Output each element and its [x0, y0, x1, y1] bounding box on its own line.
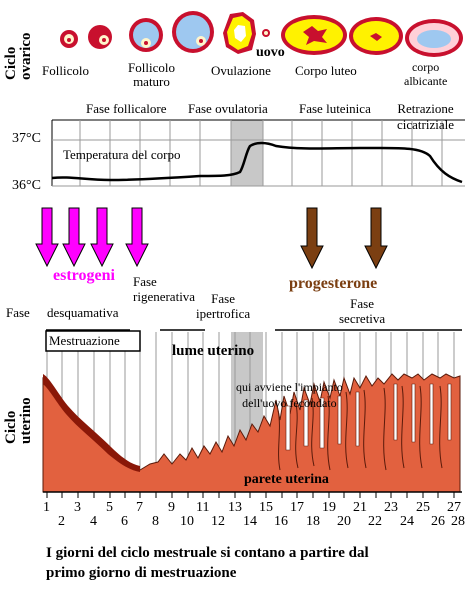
- mestruazione-label: Mestruazione: [49, 333, 120, 348]
- caption: I giorni del ciclo mestruale si contano …: [46, 543, 369, 583]
- day-26: 26: [431, 514, 445, 529]
- phase-secretiva: Fase secretiva: [339, 296, 385, 326]
- phase-fase-word: Fase: [6, 305, 30, 320]
- day-19: 19: [322, 500, 336, 515]
- follicolo-maturo-line1: Follicolo: [128, 60, 175, 75]
- day-22: 22: [368, 514, 382, 529]
- estrogen-label: estrogeni: [53, 267, 115, 284]
- ovary-stage-icons: [60, 11, 463, 57]
- label-uovo: uovo: [256, 45, 285, 60]
- progesterone-label: progesterone: [289, 275, 378, 292]
- day-13: 13: [228, 500, 242, 515]
- day-9: 9: [168, 500, 175, 515]
- label-corpo-luteo: Corpo luteo: [295, 63, 357, 78]
- retrazione-line1: Retrazione: [397, 101, 454, 116]
- phase-rigenerativa: Fase rigenerativa: [133, 274, 195, 304]
- day-1: 1: [43, 500, 50, 515]
- day-15: 15: [259, 500, 273, 515]
- temp-tick-37: 37°C: [12, 131, 41, 146]
- temp-tick-36: 36°C: [12, 178, 41, 193]
- label-follicolo-maturo: Follicolo maturo: [128, 61, 175, 89]
- day-18: 18: [306, 514, 320, 529]
- caption-line1: I giorni del ciclo mestruale si contano …: [46, 545, 369, 561]
- corpo-albicante-line2: albicante: [404, 74, 448, 88]
- retrazione-line2: cicatriziale: [397, 117, 455, 132]
- uterine-cycle-label: Ciclo uterino: [3, 397, 34, 444]
- day-5: 5: [106, 500, 113, 515]
- day-6: 6: [121, 514, 128, 529]
- rigenerativa-line1: Fase: [133, 274, 157, 289]
- uterine-label-line2: uterino: [18, 397, 34, 444]
- day-21: 21: [353, 500, 367, 515]
- day-3: 3: [74, 500, 81, 515]
- day-7: 7: [136, 500, 143, 515]
- ovarian-label-line2: ovarico: [18, 32, 34, 80]
- day-20: 20: [337, 514, 351, 529]
- ipertrofica-line2: ipertrofica: [196, 306, 251, 321]
- secretiva-line2: secretiva: [339, 311, 386, 326]
- endometrium-vessels: [277, 385, 443, 471]
- impianto-line2: dell'uovo fecondato: [242, 396, 337, 410]
- ovarian-cycle-label: Ciclo ovarico: [3, 32, 34, 80]
- corpo-albicante-line1: corpo: [411, 60, 440, 74]
- day-2: 2: [58, 514, 65, 529]
- glands: [285, 383, 452, 451]
- uterine-chart: [42, 332, 462, 498]
- day-10: 10: [180, 514, 194, 529]
- phase-ovulatoria: Fase ovulatoria: [188, 101, 268, 116]
- day-14: 14: [243, 514, 257, 529]
- phase-luteinica: Fase luteinica: [299, 101, 371, 116]
- rigenerativa-line2: rigenerativa: [133, 289, 196, 304]
- caption-line2: primo giorno di mestruazione: [46, 565, 237, 581]
- impianto-label: qui avviene l'impianto dell'uovo feconda…: [236, 379, 343, 411]
- mestruazione-box: [45, 330, 141, 352]
- day-8: 8: [152, 514, 159, 529]
- lume-label: lume uterino: [172, 343, 255, 359]
- label-corpo-albicante: corpo albicante: [404, 60, 447, 88]
- phase-follicolare: Fase follicalore: [86, 101, 167, 116]
- day-23: 23: [384, 500, 398, 515]
- label-follicolo: Follicolo: [42, 63, 89, 78]
- day-27: 27: [447, 500, 461, 515]
- progesterone-arrows: [300, 207, 388, 270]
- temperature-chart: [51, 119, 465, 187]
- day-12: 12: [211, 514, 225, 529]
- label-ovulazione: Ovulazione: [211, 63, 271, 78]
- day-16: 16: [274, 514, 288, 529]
- ipertrofica-line1: Fase: [211, 291, 235, 306]
- uterine-label-line1: Ciclo: [3, 410, 19, 444]
- secretiva-line1: Fase: [350, 296, 375, 311]
- day-25: 25: [416, 500, 430, 515]
- temperature-curve: [51, 141, 463, 184]
- day-4: 4: [90, 514, 97, 529]
- temperature-label: Temperatura del corpo: [63, 147, 181, 162]
- parete-label: parete uterina: [244, 472, 329, 487]
- impianto-line1: qui avviene l'impianto: [236, 380, 343, 394]
- day-28: 28: [451, 514, 465, 529]
- day-24: 24: [400, 514, 414, 529]
- phase-retrazione: Retrazione cicatriziale: [397, 101, 454, 133]
- day-11: 11: [196, 500, 210, 515]
- day-17: 17: [290, 500, 304, 515]
- estrogen-arrows: [35, 207, 149, 268]
- phase-desquamativa: desquamativa: [47, 305, 119, 320]
- follicolo-maturo-line2: maturo: [133, 74, 170, 89]
- ovarian-label-line1: Ciclo: [3, 46, 19, 80]
- phase-ipertrofica: Fase ipertrofica: [196, 291, 250, 321]
